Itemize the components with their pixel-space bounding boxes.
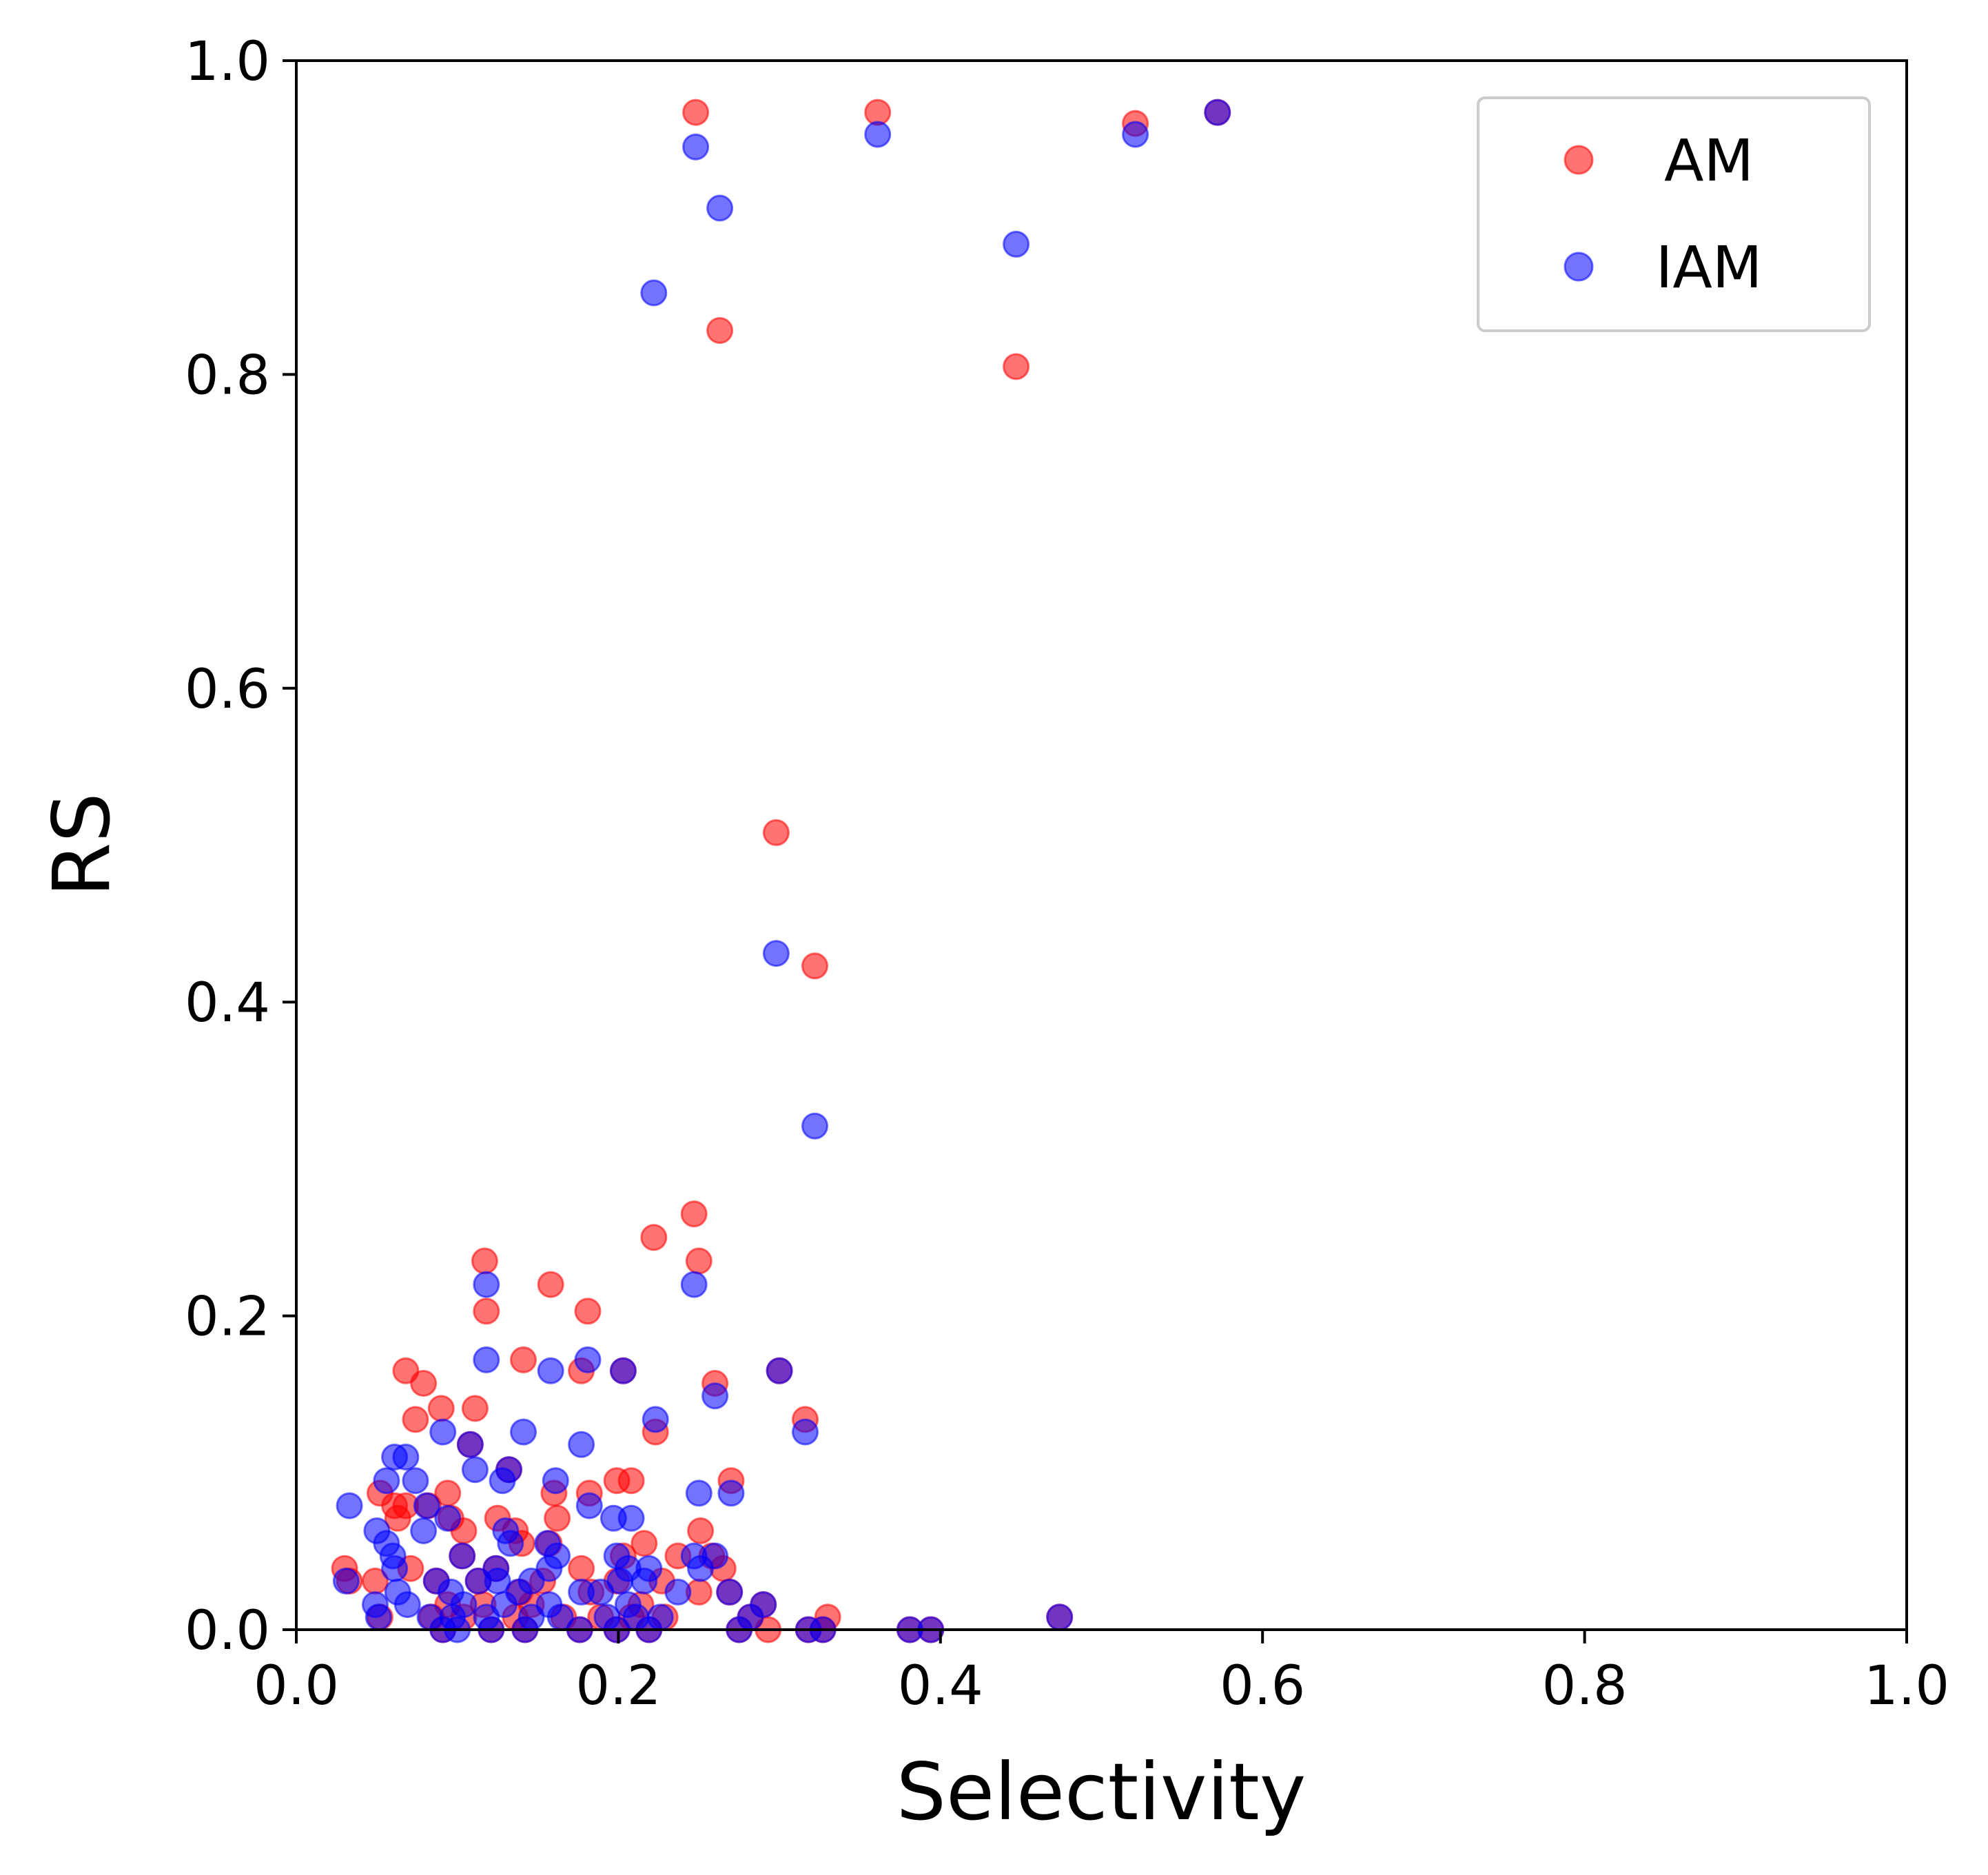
legend-marker-am xyxy=(1564,145,1594,175)
data-point-iam xyxy=(682,133,710,161)
data-point-iam xyxy=(864,121,892,148)
legend-label-am: AM xyxy=(1664,127,1754,194)
data-point-iam xyxy=(680,1271,708,1298)
legend-marker-iam xyxy=(1564,252,1594,282)
x-tick-label: 0.2 xyxy=(575,1655,661,1717)
data-point-iam xyxy=(542,1467,569,1495)
data-point-iam xyxy=(766,1357,793,1384)
data-point-iam xyxy=(402,1467,429,1495)
data-point-iam xyxy=(701,1382,729,1410)
data-point-iam xyxy=(574,1346,602,1373)
data-point-iam xyxy=(429,1418,457,1446)
data-point-iam xyxy=(631,1567,658,1595)
data-point-iam xyxy=(510,1418,537,1446)
data-point-am xyxy=(544,1504,571,1532)
data-point-iam xyxy=(685,1479,713,1507)
data-point-iam xyxy=(609,1357,637,1384)
data-point-am xyxy=(461,1395,489,1422)
y-tick-label: 0.8 xyxy=(185,345,270,407)
data-point-iam xyxy=(792,1418,819,1446)
data-point-iam xyxy=(537,1357,564,1384)
data-point-iam xyxy=(706,194,734,222)
data-point-am xyxy=(640,1224,668,1251)
data-point-iam xyxy=(489,1467,516,1495)
data-point-iam xyxy=(640,279,668,307)
plot-area-frame xyxy=(295,59,1908,1631)
data-point-am xyxy=(574,1298,602,1325)
data-point-iam xyxy=(717,1479,745,1507)
legend: AM IAM xyxy=(1477,96,1871,332)
data-point-iam xyxy=(568,1431,595,1458)
data-point-iam xyxy=(587,1578,615,1606)
data-point-iam xyxy=(434,1504,462,1532)
x-tick-label: 0.0 xyxy=(254,1655,339,1717)
data-point-iam xyxy=(1204,99,1231,126)
data-point-am xyxy=(706,317,734,345)
data-point-am xyxy=(427,1395,455,1422)
data-point-am xyxy=(617,1467,645,1495)
y-tick-label: 1.0 xyxy=(185,31,270,93)
y-tick-label: 0.6 xyxy=(185,659,270,721)
data-point-am xyxy=(384,1504,411,1532)
data-point-am xyxy=(685,1247,713,1275)
data-point-iam xyxy=(373,1467,400,1495)
legend-label-iam: IAM xyxy=(1656,234,1763,301)
data-point-iam xyxy=(332,1567,360,1595)
data-point-iam xyxy=(1122,121,1149,148)
data-point-am xyxy=(402,1406,429,1433)
x-axis-title: Selectivity xyxy=(896,1746,1306,1838)
data-point-am xyxy=(631,1530,658,1557)
data-point-iam xyxy=(687,1555,715,1582)
data-point-am xyxy=(762,819,790,846)
data-point-iam xyxy=(1003,230,1030,258)
data-point-iam xyxy=(575,1492,603,1519)
data-point-am xyxy=(568,1555,595,1582)
data-point-am xyxy=(801,952,828,980)
x-axis: 0.0 0.2 0.4 0.6 0.8 1.0 xyxy=(254,1630,1949,1717)
data-point-iam xyxy=(716,1578,744,1606)
data-point-iam xyxy=(410,1517,438,1544)
data-point-iam xyxy=(642,1406,669,1433)
x-tick-label: 0.6 xyxy=(1220,1655,1305,1717)
y-tick-label: 0.2 xyxy=(185,1287,270,1349)
y-tick-label: 0.4 xyxy=(185,972,270,1034)
data-point-am xyxy=(687,1517,715,1544)
data-point-iam xyxy=(473,1271,500,1298)
data-point-am xyxy=(471,1247,498,1275)
data-point-am xyxy=(1003,353,1030,380)
data-point-am xyxy=(682,99,710,126)
data-point-iam xyxy=(456,1431,484,1458)
data-point-am xyxy=(680,1200,708,1228)
y-axis: 0.0 0.2 0.4 0.6 0.8 1.0 xyxy=(185,31,296,1662)
data-point-iam xyxy=(393,1591,421,1619)
data-point-iam xyxy=(365,1604,392,1631)
points-layer xyxy=(331,99,1231,1643)
data-point-iam xyxy=(392,1444,420,1471)
y-axis-title: RS xyxy=(36,792,127,897)
data-point-am xyxy=(410,1370,438,1397)
data-point-iam xyxy=(473,1346,500,1373)
data-point-iam xyxy=(461,1456,489,1484)
data-point-iam xyxy=(497,1530,524,1557)
data-point-iam xyxy=(449,1542,476,1570)
data-point-iam xyxy=(381,1555,409,1582)
data-point-iam xyxy=(617,1504,645,1532)
data-point-iam xyxy=(801,1112,828,1140)
x-tick-label: 1.0 xyxy=(1864,1655,1949,1717)
x-tick-label: 0.4 xyxy=(898,1655,983,1717)
x-tick-label: 0.8 xyxy=(1542,1655,1628,1717)
data-point-iam xyxy=(664,1578,692,1606)
data-point-iam xyxy=(762,940,790,967)
data-point-iam xyxy=(1046,1604,1074,1631)
data-point-am xyxy=(473,1298,500,1325)
data-point-am xyxy=(537,1271,564,1298)
y-tick-label: 0.0 xyxy=(185,1600,270,1662)
data-point-am xyxy=(510,1346,537,1373)
data-point-iam xyxy=(336,1492,363,1519)
